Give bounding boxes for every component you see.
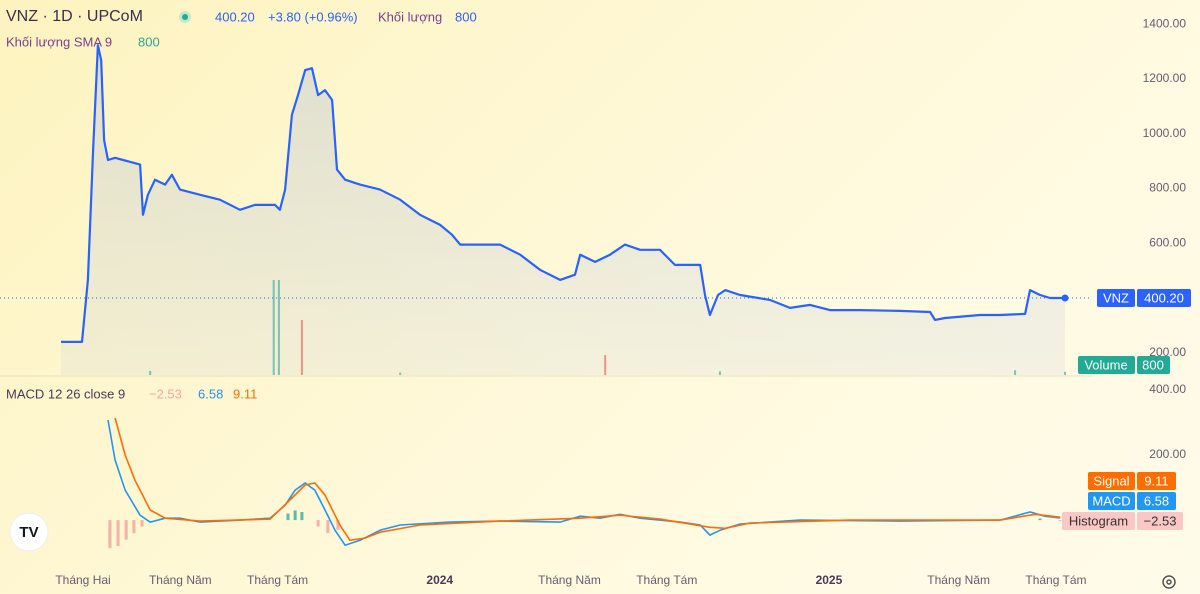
last-point [1061, 294, 1069, 302]
y-tick-label: 1000.00 [1143, 126, 1187, 140]
volume-value: 800 [455, 9, 477, 24]
x-tick-label: Tháng Tám [636, 573, 697, 587]
histogram-tag-value-bg [1137, 512, 1183, 530]
volume-bar [149, 371, 152, 375]
volume-bar [399, 372, 402, 375]
y-tick-label: 200.00 [1149, 345, 1186, 359]
macd-title: MACD 12 26 close 9 [6, 386, 125, 401]
x-tick-label: 2025 [816, 573, 843, 587]
volume-tag-value: 800 [1142, 357, 1164, 372]
price-tag-name-bg [1097, 288, 1135, 307]
macd-tag-name-bg [1088, 492, 1135, 510]
histogram-bar [108, 520, 112, 549]
histogram-bar [326, 520, 330, 534]
macd-tag-name-bg [1088, 472, 1135, 490]
volume-bar [272, 280, 275, 375]
volume-tag: Volume [1084, 357, 1127, 372]
volume-bar [300, 320, 303, 375]
macd-tag-value-bg [1137, 492, 1176, 510]
logo[interactable]: TV [9, 512, 49, 552]
macd-tag-name: MACD [1092, 493, 1130, 508]
x-tick-label: 2024 [426, 573, 453, 587]
x-tick-label: Tháng Năm [927, 573, 990, 587]
volume-tag-bg [1078, 356, 1135, 374]
change: +3.80 (+0.96%) [268, 9, 358, 24]
histogram-bar [293, 510, 297, 521]
histogram-bar [132, 520, 136, 534]
volume-bar [277, 280, 280, 375]
volume-label: Khối lượng [378, 9, 442, 24]
y-tick-label: 1400.00 [1143, 16, 1187, 30]
histogram-bar [140, 520, 144, 527]
price-line [61, 44, 1065, 343]
histogram-bar [316, 520, 320, 527]
y-tick-label: 1200.00 [1143, 71, 1187, 85]
histogram-tag-name-bg [1062, 512, 1135, 530]
sma-value: 800 [138, 34, 160, 49]
macd-line [114, 417, 1061, 542]
price-tag-value-bg [1137, 288, 1191, 307]
last-price: 400.20 [215, 9, 255, 24]
histogram-bar [1038, 518, 1042, 521]
macd-tag-value: 6.58 [1144, 493, 1169, 508]
sma-label: Khối lượng SMA 9 [6, 34, 112, 49]
status-dot [182, 14, 188, 20]
x-tick-label: Tháng Năm [149, 573, 212, 587]
x-tick-label: Tháng Tám [1025, 573, 1086, 587]
macd-tag-value-bg [1137, 472, 1176, 490]
macd-line [107, 419, 1061, 547]
histogram-bar [336, 520, 340, 530]
volume-tag-value-bg [1137, 356, 1170, 374]
volume-bar [1014, 370, 1017, 375]
y-tick-label: 600.00 [1149, 235, 1186, 249]
histogram-bar [124, 520, 128, 540]
signal-value: 9.11 [233, 386, 257, 401]
svg-text:TV: TV [19, 524, 38, 541]
histogram-tag-name: Histogram [1069, 513, 1128, 528]
x-tick-label: Tháng Tám [247, 573, 308, 587]
macd-tag-value: 9.11 [1144, 473, 1168, 488]
y-tick-label: 800.00 [1149, 181, 1186, 195]
macd-value: 6.58 [198, 386, 223, 401]
volume-bar [718, 371, 721, 375]
macd-tag-name: Signal [1093, 473, 1129, 488]
histogram-bar [300, 511, 304, 521]
symbol: VNZ · 1D · UPCoM [6, 8, 143, 25]
histogram-tag-value: −2.53 [1144, 513, 1177, 528]
x-tick-label: Tháng Năm [538, 573, 601, 587]
y-tick-label: 200.00 [1149, 447, 1186, 461]
y-tick-label: 400.00 [1149, 382, 1186, 396]
histogram-value: −2.53 [149, 386, 182, 401]
histogram-bar [286, 513, 290, 521]
price-tag-value: 400.20 [1144, 290, 1184, 305]
histogram-bar [116, 520, 120, 547]
settings-icon[interactable] [1162, 575, 1176, 589]
volume-bar [604, 355, 607, 375]
x-tick-label: Tháng Hai [55, 573, 110, 587]
histogram-bar [1058, 520, 1062, 522]
price-area [60, 45, 1066, 375]
volume-bar [1064, 371, 1067, 375]
price-tag-name: VNZ [1103, 290, 1129, 305]
